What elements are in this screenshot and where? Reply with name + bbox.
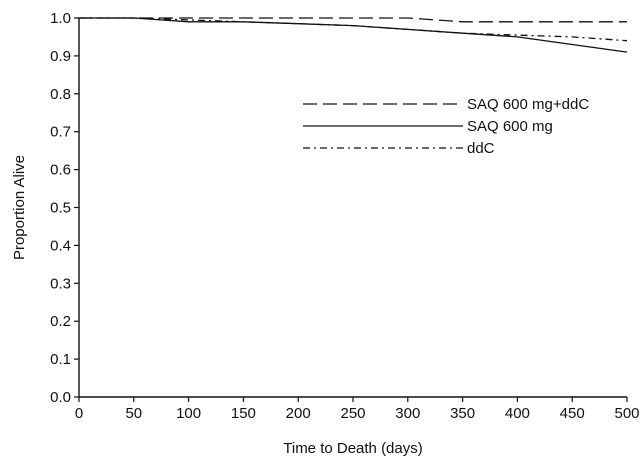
y-tick-label: 0.5 <box>50 200 71 217</box>
series-line-1 <box>79 17 627 23</box>
y-tick-label: 0.1 <box>50 351 71 368</box>
x-axis-title: Time to Death (days) <box>283 440 423 457</box>
y-tick-label: 0.0 <box>50 389 71 406</box>
y-axis-ticks: 0.0 0.1 0.2 0.3 0.4 0.5 0.6 0.7 0.8 0.9 1.0 <box>50 10 79 406</box>
y-tick-label: 0.2 <box>50 313 71 330</box>
series-line-3 <box>79 17 628 42</box>
axes <box>78 18 627 398</box>
x-tick-label: 250 <box>340 405 365 422</box>
y-tick-label: 0.8 <box>50 86 71 103</box>
x-tick-label: 450 <box>560 405 585 422</box>
series-lines <box>79 17 628 53</box>
x-tick-label: 50 <box>125 405 142 422</box>
y-axis-title: Proportion Alive <box>11 155 28 260</box>
legend-label: ddC <box>467 140 495 157</box>
x-tick-label: 200 <box>286 405 311 422</box>
x-tick-label: 350 <box>450 405 475 422</box>
legend-label: SAQ 600 mg+ddC <box>467 96 589 113</box>
y-tick-label: 0.6 <box>50 162 71 179</box>
y-tick-label: 0.3 <box>50 275 71 292</box>
x-tick-label: 100 <box>176 405 201 422</box>
y-tick-label: 0.4 <box>50 237 71 254</box>
y-tick-label: 0.9 <box>50 48 71 65</box>
legend: SAQ 600 mg+ddC SAQ 600 mg ddC <box>303 96 589 157</box>
x-tick-label: 400 <box>505 405 530 422</box>
x-tick-label: 300 <box>395 405 420 422</box>
series-line-2 <box>79 17 628 53</box>
y-tick-label: 1.0 <box>50 10 71 27</box>
x-axis-ticks: 0 50 100 150 200 250 300 350 400 450 500 <box>75 397 640 422</box>
legend-label: SAQ 600 mg <box>467 118 553 135</box>
x-tick-label: 150 <box>231 405 256 422</box>
y-tick-label: 0.7 <box>50 124 71 141</box>
x-tick-label: 500 <box>614 405 639 422</box>
x-tick-label: 0 <box>75 405 83 422</box>
